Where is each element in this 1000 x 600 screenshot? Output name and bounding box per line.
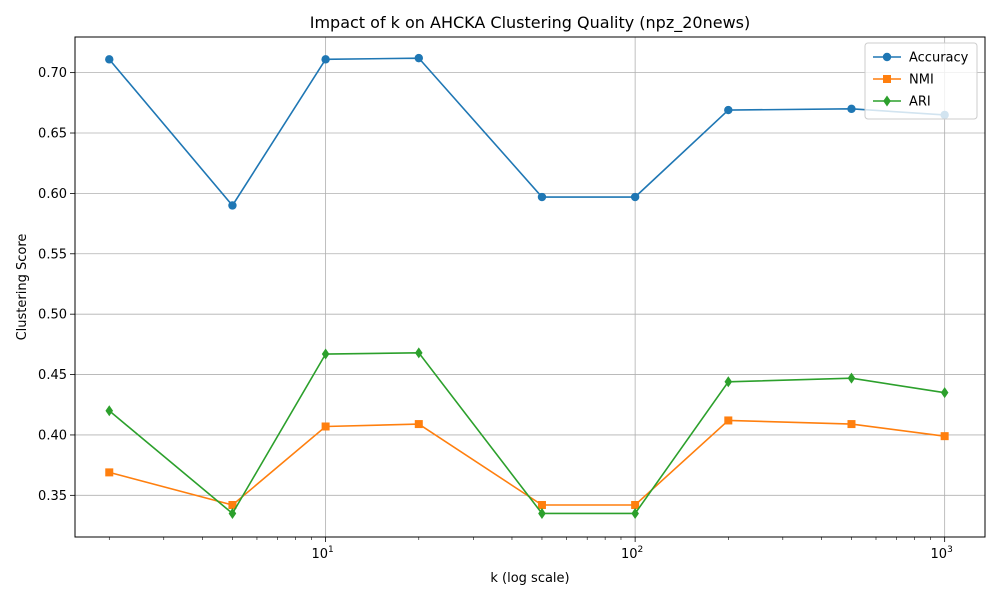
y-axis-label: Clustering Score [15, 234, 30, 341]
accuracy-point [105, 55, 114, 64]
legend-accuracy-label: Accuracy [909, 51, 969, 66]
ari-point [724, 376, 733, 388]
legend-nmi-label: NMI [909, 73, 934, 88]
chart-title: Impact of k on AHCKA Clustering Quality … [310, 13, 751, 33]
accuracy-series [105, 53, 949, 210]
ari-point [105, 405, 114, 417]
ari-point [321, 348, 330, 360]
legend-box [864, 42, 978, 120]
accuracy-point [630, 192, 640, 202]
y-tick-label: 0.70 [38, 66, 67, 81]
y-tick-label: 0.60 [38, 187, 67, 202]
ari-point [631, 507, 639, 519]
ari-point [414, 347, 423, 359]
ari-point [847, 372, 856, 384]
nmi-point [724, 416, 733, 425]
nmi-series [105, 416, 949, 509]
x-tick-label: 103 [931, 545, 953, 562]
y-tick-label: 0.35 [38, 489, 67, 504]
ari-point [940, 387, 949, 399]
nmi-point [537, 500, 546, 509]
y-tick-label: 0.50 [38, 308, 67, 323]
legend: Accuracy NMI ARI [864, 42, 978, 120]
ari-series [105, 347, 949, 519]
nmi-point [321, 422, 330, 431]
series-group [105, 53, 949, 519]
nmi-point [414, 420, 423, 429]
y-tick-label: 0.65 [38, 127, 67, 142]
legend-ari-marker [883, 95, 891, 107]
nmi-point [631, 500, 640, 509]
plot-frame [74, 36, 986, 538]
y-tick-label: 0.45 [38, 368, 67, 383]
nmi-point [847, 420, 856, 429]
axes: 0.35 0.40 0.45 0.50 0.55 0.60 0.65 0.70 101 102 10… [38, 66, 953, 562]
y-tick-label: 0.55 [38, 247, 67, 262]
accuracy-point [847, 104, 856, 114]
y-tick-label: 0.40 [38, 428, 67, 443]
accuracy-point [321, 55, 330, 64]
x-tick-label: 102 [621, 545, 643, 562]
x-axis-label: k (log scale) [490, 571, 569, 586]
grid [75, 37, 985, 537]
nmi-point [228, 500, 237, 509]
accuracy-point [414, 53, 423, 63]
nmi-point [940, 432, 949, 441]
legend-accuracy-marker [882, 52, 892, 62]
x-tick-label: 101 [311, 545, 333, 562]
legend-ari-label: ARI [909, 95, 931, 110]
ari-point [228, 507, 237, 519]
ari-point [538, 507, 546, 519]
accuracy-point [228, 201, 237, 210]
accuracy-point [537, 192, 547, 202]
legend-nmi-marker [883, 75, 891, 83]
accuracy-point [724, 105, 733, 115]
nmi-point [105, 468, 114, 477]
